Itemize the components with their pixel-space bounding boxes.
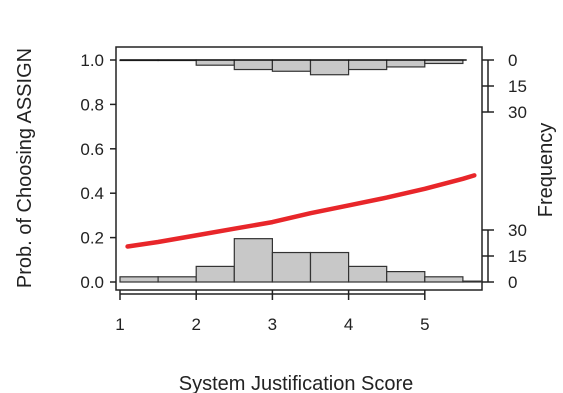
histogram-bottom-bar xyxy=(233,238,274,283)
histogram-bottom-bar xyxy=(195,265,235,283)
histogram-bottom-bar xyxy=(386,271,426,283)
frequency-axis-title: Frequency xyxy=(535,123,557,218)
frequency-axis: 0 15 30 0 15 30 xyxy=(482,51,527,292)
y-tick-label: 0.6 xyxy=(80,140,104,159)
histogram-bottom-bar xyxy=(348,265,388,283)
frequency-tick-label-bottom: 30 xyxy=(508,221,527,240)
plot-frame xyxy=(115,46,483,291)
y-tick-label: 0.8 xyxy=(80,95,104,114)
x-tick-label: 2 xyxy=(191,315,200,334)
x-axis: 1 2 3 4 5 xyxy=(115,290,430,334)
histogram-bottom-bar xyxy=(157,276,197,283)
histogram-bottom xyxy=(119,238,483,283)
histogram-top-bar xyxy=(309,59,350,76)
histogram-bottom-bar xyxy=(309,251,350,283)
x-tick-label: 5 xyxy=(420,315,429,334)
x-axis-title: System Justification Score xyxy=(179,373,414,393)
histogram-bottom-bar xyxy=(271,251,312,283)
y-axis-title: Prob. of Choosing ASSIGN xyxy=(14,48,36,288)
histogram-bottom-bar xyxy=(462,280,483,283)
frequency-tick-label-top: 30 xyxy=(508,103,527,122)
frequency-tick-label-bottom: 15 xyxy=(508,247,527,266)
histogram-top-bar xyxy=(195,59,235,66)
x-tick-label: 3 xyxy=(268,315,277,334)
frequency-tick-label-bottom: 0 xyxy=(508,273,517,292)
probability-curve-layer xyxy=(125,173,477,249)
histogram-top-bar xyxy=(271,59,312,72)
frequency-tick-label-top: 0 xyxy=(508,51,517,70)
histogram-top-bar xyxy=(386,59,426,68)
y-tick-label: 0.2 xyxy=(80,229,104,248)
histogram-top-bar xyxy=(233,59,274,71)
y-tick-label: 1.0 xyxy=(80,51,104,70)
y-tick-label: 0.0 xyxy=(80,273,104,292)
y-tick-label: 0.4 xyxy=(80,184,104,203)
frequency-tick-label-top: 15 xyxy=(508,77,527,96)
probability-curve xyxy=(125,173,477,249)
x-tick-label: 4 xyxy=(344,315,353,334)
histogram-bottom-bar xyxy=(119,276,159,283)
histogram-top-bar xyxy=(348,59,388,71)
x-tick-label: 1 xyxy=(115,315,124,334)
histogram-bottom-bar xyxy=(424,276,464,283)
y-axis: 0.0 0.2 0.4 0.6 0.8 1.0 xyxy=(80,51,116,292)
histogram-top xyxy=(119,59,467,76)
